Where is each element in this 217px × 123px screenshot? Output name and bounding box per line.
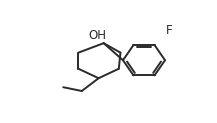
Text: OH: OH (88, 29, 106, 42)
Text: F: F (166, 24, 173, 37)
